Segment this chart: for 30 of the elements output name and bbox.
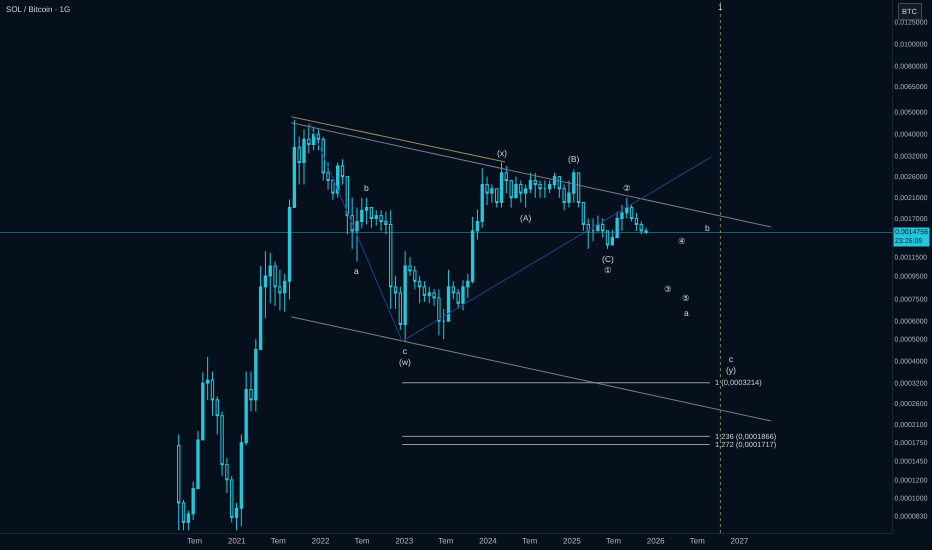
annotation: (A) [520, 213, 532, 223]
x-tick-label: Tem [690, 536, 706, 546]
annotation: ② [623, 183, 631, 193]
annotation: ⑤ [682, 293, 690, 303]
annotation: a [354, 266, 359, 276]
x-tick-label: 2026 [646, 536, 666, 546]
annotation: c (y) [726, 354, 736, 376]
annotation: c (w) [399, 346, 411, 368]
x-tick-label: 2027 [730, 536, 749, 546]
annotation: ④ [678, 236, 686, 246]
x-tick-label: 2024 [479, 536, 498, 546]
annotation: (x) [497, 148, 508, 158]
x-tick-label: 2025 [563, 536, 582, 546]
x-tick-label: 2022 [312, 536, 330, 546]
ref-line-label: 1 [718, 3, 723, 12]
text: SOL / Bitcoin · 1G [6, 5, 70, 14]
annotation: (C) ① [602, 254, 614, 276]
x-tick-label: Tem [186, 536, 202, 546]
annotation: b [364, 183, 369, 193]
x-tick-label: Tem [438, 536, 454, 546]
annotation: a [684, 308, 689, 318]
annotation: (B) [568, 154, 580, 164]
x-tick-label: Tem [270, 536, 286, 546]
x-tick-label: 2023 [395, 536, 414, 546]
x-tick-label: 2021 [228, 536, 246, 546]
x-tick-label: Tem [354, 536, 370, 546]
x-tick-label: Tem [522, 536, 538, 546]
annotation: b [705, 223, 710, 233]
annotation: ③ [664, 284, 672, 294]
x-tick-label: Tem [606, 536, 622, 546]
